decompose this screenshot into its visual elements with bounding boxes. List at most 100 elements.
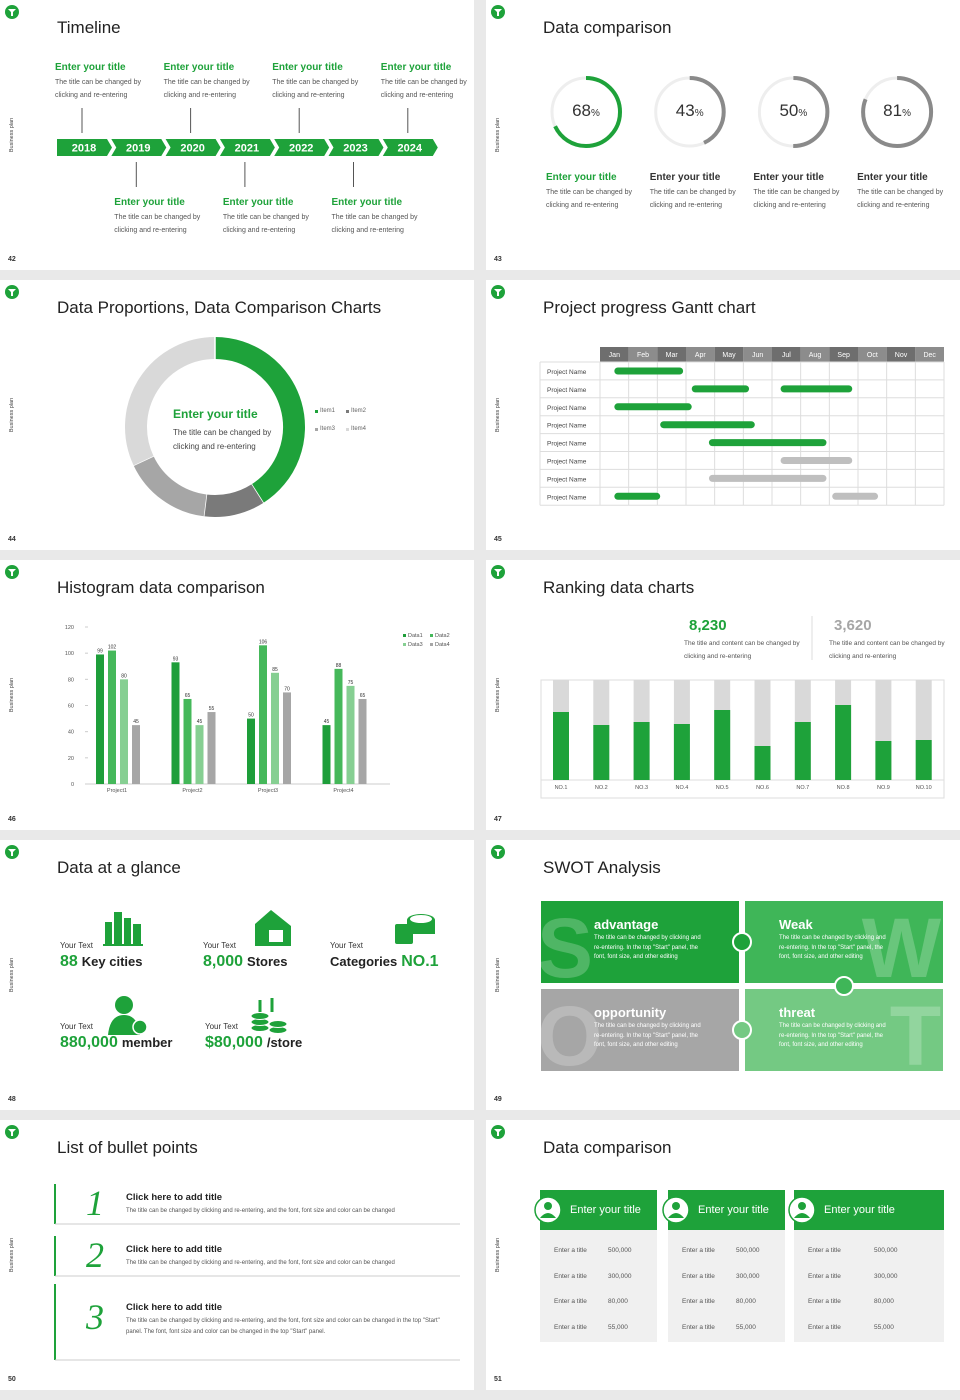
icon-shape [115,996,133,1014]
side-label: Business plan [9,1237,15,1273]
item-value: Categories NO.1 [330,953,443,971]
month-label: Jun [752,352,763,359]
gantt-bar [780,457,853,464]
item-text: The title can be changed by clicking and… [222,214,309,234]
slide-title: Histogram data comparison [57,578,265,597]
card-title: Enter your title [698,1204,769,1216]
legend-label: Item4 [351,426,367,432]
legend-label: Item2 [351,408,367,414]
page-number: 50 [8,1376,16,1383]
side-label: Business plan [495,397,501,433]
card-title: Enter your title [824,1204,895,1216]
card-header [794,1190,944,1230]
row-label: Enter a title [682,1298,715,1305]
timeline-segment [274,139,330,156]
bar [358,698,367,784]
slide: NO.1 NO.2 NO.3 NO.4 NO.5 NO.6 NO.7 NO.8 NO.9 NO.1… [486,560,960,830]
year-label: 2023 [343,143,367,155]
puzzle-knob [732,932,752,952]
gantt-bar [780,385,853,393]
page-number: 48 [8,1096,16,1103]
slide-graphics [5,1125,460,1361]
item-text: The title can be changed by clicking and… [380,79,467,99]
item-title: Enter your title [222,197,294,208]
slide-graphics: 2018 2019 2020 2021 2022 2023 2024 [5,5,438,187]
row-label: Project Name [547,405,587,412]
icon-shape [133,924,141,944]
slide-graphics [5,845,435,1035]
card-icon-glyph [798,1202,806,1210]
swot-letter: T [890,989,941,1083]
card-icon-glyph [540,1213,556,1218]
row-value: 300,000 [874,1272,898,1280]
row-label: Project Name [547,423,587,430]
month-label: Apr [695,352,707,359]
row-label: Project Name [547,441,587,448]
legend-swatch [346,428,349,431]
swot-title: advantage [594,917,659,932]
donut-segment [133,455,207,517]
slide: List of bullet points Business plan 50 1 Cli… [0,1120,474,1390]
timeline-segment [57,139,112,156]
icon-shape [105,922,112,944]
bullet-title: Click here to add title [126,1302,223,1313]
accent-text: 88 [60,953,78,970]
slide: S W O T SWOT Analysis Business plan 49 advantag… [486,840,960,1110]
icon-shape [103,944,143,946]
month-header [915,347,944,362]
swot-title: Weak [779,917,813,932]
y-tick-label: 120 [65,625,74,631]
logo-mark [494,849,502,856]
x-tick-label: NO.3 [635,785,648,791]
legend-label: Data2 [435,633,450,639]
x-tick-label: NO.5 [716,785,729,791]
value-label: 55 [209,706,215,712]
item-text: The title can be changed by clicking and… [331,214,418,234]
card-icon-glyph [794,1213,810,1218]
ring-value: 50 [779,101,799,120]
month-header [686,347,715,362]
bullet-text: The title can be changed by clicking and… [126,1260,395,1266]
item-text: The title can be changed by clicking and… [546,189,633,209]
logo-mark [494,569,502,576]
item-title: Enter your title [55,62,126,73]
item-title: Enter your title [546,172,617,183]
month-label: Jul [782,352,791,359]
bar [754,746,771,780]
y-tick-label: 100 [65,651,74,657]
item-value: 8,000 Stores [203,953,292,971]
year-label: 2019 [126,143,150,155]
icon-shape [268,1020,288,1028]
bar [714,710,731,780]
slide-title: Data comparison [543,1138,672,1157]
icon-shape [114,912,122,944]
slide-title: Data at a glance [57,858,181,877]
bar [283,692,291,784]
legend-label: Item3 [320,426,336,432]
timeline-segment [111,139,167,156]
y-tick-label: 80 [68,677,74,683]
ring-arc [757,76,830,148]
bar [334,668,343,784]
logo-mark [8,9,16,16]
timeline-segment [219,139,275,156]
slide: 2018 2019 2020 2021 2022 2023 2024 Timeline Busi… [0,0,474,270]
bar [633,722,650,780]
month-label: Mar [666,352,679,359]
bar [593,725,610,780]
ring-label: 43% [650,101,730,121]
month-label: Aug [809,352,822,359]
month-label: Feb [637,352,649,359]
item-text: The title can be changed by clicking and… [163,79,250,99]
row-value: 500,000 [736,1247,760,1254]
value-label: 65 [185,693,191,699]
timeline-segment [328,139,384,156]
logo-mark [8,569,16,576]
logo-mark [8,849,16,856]
item-value: 880,000 member [60,1034,176,1052]
year-label: 2020 [180,143,204,155]
month-label: May [722,352,736,359]
slide-title: Data Proportions, Data Comparison Charts [57,298,382,317]
swot-letter: O [537,989,602,1083]
